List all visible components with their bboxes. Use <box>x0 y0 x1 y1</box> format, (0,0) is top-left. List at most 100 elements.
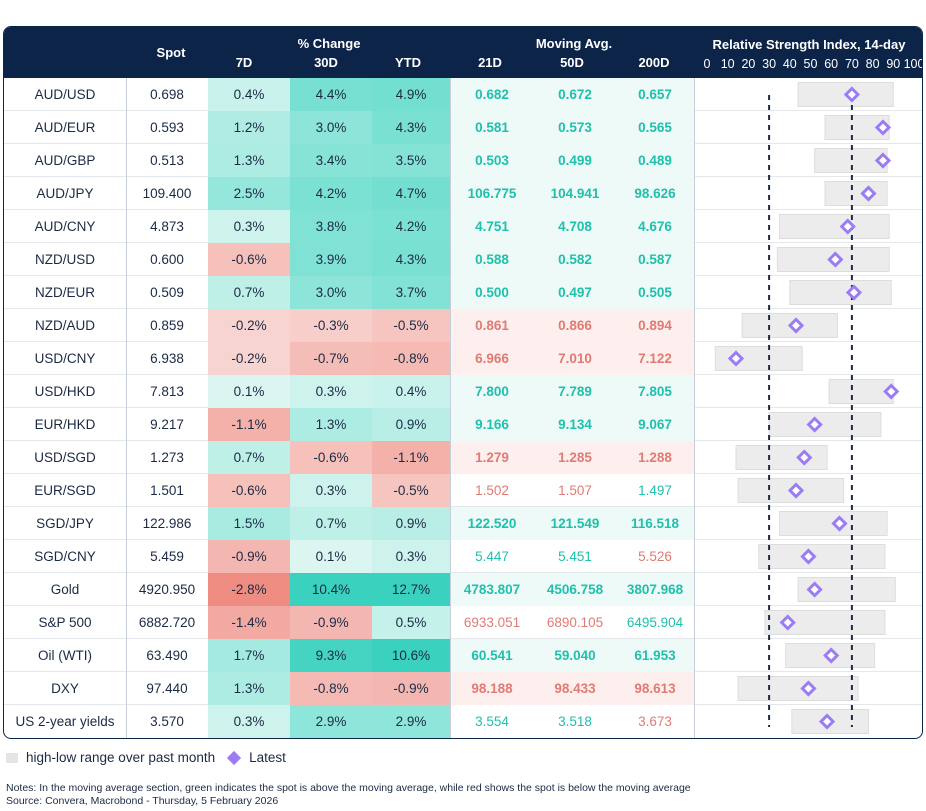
cell-pair: AUD/CNY <box>34 219 96 234</box>
rsi-tick-label: 50 <box>803 57 818 71</box>
cell-pair: USD/HKD <box>34 384 96 399</box>
cell-ma200: 6495.904 <box>626 615 684 630</box>
cell-pair: Gold <box>50 582 80 597</box>
cell-d7: -0.2% <box>208 342 290 375</box>
cell-ma50: 3.518 <box>558 714 592 729</box>
table-row: NZD/USD 0.600 -0.6% 3.9% 4.3% 0.588 0.582 0.587 <box>4 243 922 276</box>
cell-ytd: 0.5% <box>372 606 450 639</box>
cell-d30: 3.0% <box>290 276 372 309</box>
cell-pair: AUD/EUR <box>34 120 96 135</box>
cell-ma50: 0.672 <box>534 78 616 111</box>
cell-d7: -0.6% <box>208 474 290 507</box>
cell-ma21: 4.751 <box>450 210 534 243</box>
cell-ytd: -0.8% <box>372 342 450 375</box>
rsi-latest-marker <box>806 581 823 598</box>
cell-d30: 0.3% <box>290 474 372 507</box>
cell-spot: 5.459 <box>150 549 184 564</box>
rsi-latest-marker <box>818 713 836 730</box>
cell-ytd: -0.5% <box>372 309 450 342</box>
cell-ma50: 7.789 <box>534 375 616 408</box>
table-row: AUD/CNY 4.873 0.3% 3.8% 4.2% 4.751 4.708 4.676 <box>4 210 922 243</box>
source-text: Source: Convera, Macrobond - Thursday, 5… <box>6 795 279 807</box>
cell-pair: Oil (WTI) <box>38 648 92 663</box>
header-rsi-title: Relative Strength Index, 14-day <box>712 37 906 52</box>
rsi-tick-label: 70 <box>844 57 859 71</box>
cell-ytd: 4.3% <box>372 111 450 144</box>
cell-spot: 1.273 <box>150 450 184 465</box>
cell-d7: 0.7% <box>208 276 290 309</box>
cell-pair: AUD/GBP <box>34 153 96 168</box>
cell-d30: 9.3% <box>290 639 372 672</box>
cell-spot: 1.501 <box>150 483 184 498</box>
cell-ma50: 1.507 <box>558 483 592 498</box>
cell-d30: 1.3% <box>290 408 372 441</box>
cell-d30: -0.6% <box>290 441 372 474</box>
cell-ma21: 9.166 <box>450 408 534 441</box>
rsi-tick-label: 0 <box>703 57 711 71</box>
cell-d30: 3.4% <box>290 144 372 177</box>
cell-d7: 0.1% <box>208 375 290 408</box>
cell-ytd: -0.5% <box>372 474 450 507</box>
rsi-latest-marker <box>787 317 805 334</box>
header-200d: 200D <box>638 55 670 70</box>
cell-d7: 1.5% <box>208 507 290 540</box>
cell-pair: NZD/AUD <box>35 318 95 333</box>
cell-d30: 0.3% <box>290 375 372 408</box>
rsi-latest-marker <box>827 251 844 268</box>
cell-ma21: 6933.051 <box>463 615 521 630</box>
cell-spot: 0.513 <box>150 153 184 168</box>
cell-ma50: 0.497 <box>534 276 616 309</box>
cell-ma50: 0.582 <box>534 243 616 276</box>
cell-ma50: 1.285 <box>534 441 616 474</box>
cell-d30: 3.9% <box>290 243 372 276</box>
cell-ma21: 122.520 <box>450 507 534 540</box>
rsi-tick-label: 10 <box>720 57 735 71</box>
cell-ytd: 3.7% <box>372 276 450 309</box>
cell-ma200: 0.894 <box>616 309 694 342</box>
rsi-latest-marker <box>845 284 863 301</box>
rsi-latest-marker <box>787 482 805 499</box>
table-row: DXY 97.440 1.3% -0.8% -0.9% 98.188 98.433 98.61… <box>4 672 922 705</box>
header-50d: 50D <box>560 55 584 70</box>
cell-pair: US 2-year yields <box>15 714 115 729</box>
table-row: USD/SGD 1.273 0.7% -0.6% -1.1% 1.279 1.285 1.28… <box>4 441 922 474</box>
rsi-range-bar <box>737 676 859 701</box>
legend-range-label: high-low range over past month <box>26 750 216 765</box>
cell-d30: 2.9% <box>290 705 372 738</box>
cell-spot: 4920.950 <box>138 582 196 597</box>
table-row: SGD/CNY 5.459 -0.9% 0.1% 0.3% 5.447 5.451 5.526 <box>4 540 922 573</box>
table-row: S&P 500 6882.720 -1.4% -0.9% 0.5% 6933.051 689… <box>4 606 922 639</box>
cell-d7: 0.3% <box>208 705 290 738</box>
cell-ytd: 4.9% <box>372 78 450 111</box>
cell-d30: -0.8% <box>290 672 372 705</box>
rsi-latest-marker <box>779 614 796 631</box>
cell-ytd: 10.6% <box>372 639 450 672</box>
cell-ma21: 0.682 <box>450 78 534 111</box>
footnotes: Notes: In the moving average section, gr… <box>6 782 691 808</box>
table-row: Oil (WTI) 63.490 1.7% 9.3% 10.6% 60.541 59.040… <box>4 639 922 672</box>
cell-d30: 0.7% <box>290 507 372 540</box>
cell-spot: 0.593 <box>150 120 184 135</box>
rsi-range-bar <box>828 379 894 404</box>
range-swatch-icon <box>6 752 18 763</box>
cell-ytd: 0.9% <box>372 507 450 540</box>
cell-ma200: 3.673 <box>638 714 672 729</box>
cell-ma200: 98.626 <box>616 177 694 210</box>
cell-ma200: 1.288 <box>616 441 694 474</box>
header-30d: 30D <box>314 55 338 70</box>
cell-ma200: 1.497 <box>638 483 672 498</box>
header-spot: Spot <box>156 45 186 60</box>
cell-ma200: 98.613 <box>616 672 694 705</box>
cell-ytd: 3.5% <box>372 144 450 177</box>
cell-d30: -0.3% <box>290 309 372 342</box>
cell-ma200: 7.122 <box>616 342 694 375</box>
cell-ma21: 98.188 <box>450 672 534 705</box>
cell-d7: 0.3% <box>208 210 290 243</box>
table-row: EUR/SGD 1.501 -0.6% 0.3% -0.5% 1.502 1.507 1.49… <box>4 474 922 507</box>
table-row: USD/HKD 7.813 0.1% 0.3% 0.4% 7.800 7.789 7.805 <box>4 375 922 408</box>
cell-spot: 122.986 <box>142 516 192 531</box>
rsi-chart <box>714 82 900 734</box>
rsi-tick-label: 60 <box>824 57 839 71</box>
cell-spot: 7.813 <box>150 384 184 399</box>
cell-ma21: 106.775 <box>450 177 534 210</box>
